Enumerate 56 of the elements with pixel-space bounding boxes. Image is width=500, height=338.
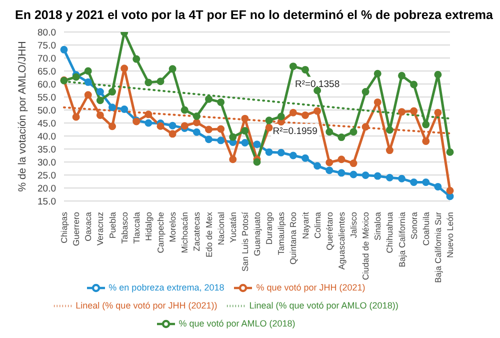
- annotation: R²=0.1358: [294, 78, 340, 90]
- y-tick-label: 45.0: [38, 118, 56, 130]
- x-tick-label: Quintana Roo: [288, 212, 298, 264]
- x-tick-label: Morelos: [168, 212, 178, 242]
- x-tick-label: Querétaro: [324, 212, 334, 250]
- y-tick-label: 35.0: [38, 144, 56, 156]
- legend-label: % en pobreza extrema, 2018: [108, 282, 224, 292]
- x-tick-label: Edo de Mex: [204, 211, 214, 258]
- x-tick-label: Campeche: [156, 212, 166, 254]
- x-tick-label: Guanajuato: [252, 212, 262, 256]
- x-tick-label: Nacional: [216, 212, 226, 246]
- x-tick-label: Tamaulipas: [276, 212, 286, 255]
- y-tick-label: 55.0: [38, 92, 56, 104]
- x-tick-label: Coahuila: [420, 212, 431, 246]
- x-tick-label: Colima: [312, 212, 322, 238]
- y-tick-label: 50.0: [38, 105, 56, 116]
- chart-title: En 2018 y 2021 el voto por la 4T por EF no lo determinó el % de pobreza extrema: [14, 8, 494, 24]
- x-tick-label: Puebla: [107, 212, 118, 238]
- y-axis-title: % de la votación por AMLO/JHH: [16, 41, 29, 192]
- x-tick-label: Baja California Sur: [432, 212, 443, 283]
- x-tick-label: Nayarit: [300, 211, 310, 239]
- legend-label: % que votó por JHH (2021): [256, 282, 366, 292]
- x-tick-label: Yucatán: [228, 212, 238, 243]
- x-tick-label: Baja California: [396, 212, 407, 268]
- x-tick-label: Veracruz: [95, 212, 106, 246]
- y-tick-label: 20.0: [38, 183, 56, 194]
- y-tick-label: 15.0: [38, 196, 56, 208]
- y-tick-label: 80.0: [38, 27, 56, 38]
- annotation: R²=0.1959: [272, 126, 318, 137]
- x-tick-label: Tabasco: [119, 212, 130, 244]
- x-tick-label: Chiapas: [59, 212, 69, 244]
- x-tick-label: Hidalgo: [143, 212, 154, 241]
- x-tick-label: Oaxaca: [83, 212, 94, 242]
- y-tick-label: 70.0: [38, 53, 56, 64]
- y-tick-label: 25.0: [38, 170, 56, 182]
- y-tick-label: 30.0: [38, 157, 56, 168]
- x-tick-label: Tlaxcala: [131, 212, 142, 244]
- x-tick-label: Zacatecas: [192, 212, 202, 252]
- legend-label: % que votó por AMLO (2018): [178, 318, 296, 328]
- x-tick-label: Michoacán: [180, 212, 190, 254]
- x-tick-label: Sinaloa: [372, 212, 383, 240]
- x-tick-label: Chihuahua: [384, 212, 395, 254]
- x-tick-label: Guerrero: [71, 212, 82, 246]
- legend-label: Lineal (% que votó por JHH (2021)): [76, 300, 218, 310]
- y-tick-label: 65.0: [38, 66, 56, 78]
- x-tick-label: Jalisco: [348, 212, 358, 238]
- y-tick-label: 60.0: [38, 79, 56, 90]
- x-tick-label: Aguascalientes: [336, 212, 346, 270]
- x-tick-label: Nuevo León: [445, 212, 455, 258]
- legend-label: Lineal (% que votó por AMLO (2018)): [249, 300, 398, 310]
- y-tick-label: 40.0: [38, 131, 56, 142]
- y-tick-label: 75.0: [38, 40, 56, 52]
- x-tick-label: Durango: [264, 212, 274, 245]
- x-tick-label: Sonora: [408, 212, 419, 240]
- x-tick-label: San Luis Potosí: [240, 211, 250, 272]
- x-tick-label: Ciudad de México: [360, 212, 371, 280]
